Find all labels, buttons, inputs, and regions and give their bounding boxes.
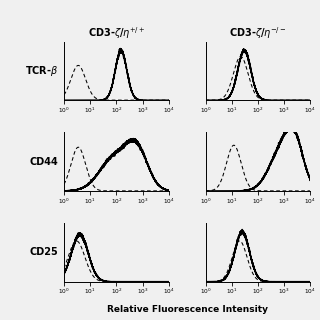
Title: CD3-$\zeta$/$\eta$$^{+/+}$: CD3-$\zeta$/$\eta$$^{+/+}$ — [88, 26, 145, 41]
Y-axis label: TCR-$\beta$: TCR-$\beta$ — [25, 64, 59, 78]
Y-axis label: CD44: CD44 — [30, 156, 59, 167]
Y-axis label: CD25: CD25 — [30, 247, 59, 257]
Text: Relative Fluorescence Intensity: Relative Fluorescence Intensity — [107, 305, 268, 314]
Title: CD3-$\zeta$/$\eta$$^{-/-}$: CD3-$\zeta$/$\eta$$^{-/-}$ — [229, 26, 287, 41]
